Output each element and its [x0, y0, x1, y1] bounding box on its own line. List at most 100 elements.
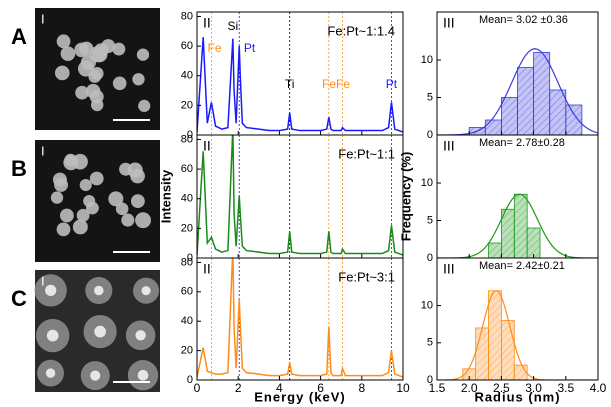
image-label: I [41, 273, 45, 288]
particle-core [45, 368, 56, 378]
y-tick-label: 0 [187, 252, 193, 264]
histogram-bar [513, 193, 528, 258]
y-tick-label: 80 [181, 256, 193, 268]
plot-area [197, 135, 403, 258]
particle [60, 46, 76, 61]
x-tick-label: 6 [317, 381, 324, 395]
y-tick-label: 10 [421, 54, 433, 66]
particle [79, 41, 94, 56]
y-tick-label: 10 [421, 300, 433, 312]
plot-area [437, 48, 598, 135]
y-tick-label: 60 [181, 286, 193, 298]
peak-label: Ti [285, 77, 295, 91]
panel-letter: B [11, 156, 27, 181]
histogram-bar [488, 242, 502, 258]
histogram-bar [500, 97, 518, 135]
annotation: Fe:Pt~1:1 [338, 146, 395, 161]
y-tick-label: 0 [187, 129, 193, 141]
particle [64, 153, 77, 167]
particle-core [46, 329, 59, 342]
particle [76, 208, 90, 222]
image-label: I [41, 11, 45, 26]
panel-frame [196, 257, 404, 381]
particle [56, 222, 71, 237]
particle [89, 171, 104, 186]
particle [121, 213, 135, 227]
y-tick-label: 10 [421, 177, 433, 189]
particle-core [94, 325, 106, 338]
peak-label: Pt [244, 41, 256, 55]
panel-label: II [203, 138, 211, 154]
particle [75, 85, 89, 100]
gaussian-fit [437, 48, 598, 135]
particle [54, 65, 70, 81]
particle [132, 73, 145, 86]
y-tick-label: 5 [427, 214, 433, 226]
plot-area [197, 258, 403, 380]
panel-label: II [203, 15, 211, 31]
y-tick-label: 20 [181, 222, 193, 234]
particle [91, 46, 108, 63]
particle-core [135, 330, 146, 341]
histogram-bar [513, 364, 528, 380]
x-tick-label: 1.5 [429, 381, 446, 395]
micrograph [35, 140, 160, 262]
panel-label: III [443, 261, 455, 277]
particle-core [90, 370, 101, 381]
x-tick-label: 10 [396, 381, 410, 395]
x-tick-label: 3.0 [525, 381, 542, 395]
particle [130, 194, 145, 209]
plot-area [197, 12, 403, 135]
histogram-bar [484, 119, 502, 135]
particle [135, 212, 151, 229]
x-axis-label: Radius (nm) [474, 389, 560, 404]
particle [115, 202, 129, 216]
plot-area [437, 290, 598, 380]
y-axis-label: Frequency (%) [398, 152, 413, 242]
y-axis-label: Intensity [158, 169, 173, 223]
particle [50, 191, 64, 204]
particle [79, 178, 92, 192]
y-tick-label: 40 [181, 315, 193, 327]
gaussian-fit [437, 290, 598, 380]
x-tick-label: 8 [358, 381, 365, 395]
particle [56, 34, 71, 49]
annotation: Mean= 2.42±0.21 [479, 260, 565, 272]
particle [83, 194, 96, 208]
spectrum-line [197, 258, 403, 378]
spectrum-line [197, 37, 403, 133]
y-tick-label: 80 [181, 133, 193, 145]
annotation: Fe:Pt~1:1.4 [327, 23, 395, 38]
histogram-bar [533, 52, 551, 135]
x-tick-label: 2 [235, 381, 242, 395]
particle-core [141, 286, 151, 296]
panel-label: III [443, 15, 455, 31]
panel-label: II [203, 261, 211, 277]
particle [136, 48, 150, 61]
y-tick-label: 20 [181, 99, 193, 111]
x-tick-label: 0 [194, 381, 201, 395]
histogram-bar [488, 290, 502, 380]
peak-label: Pt [386, 77, 398, 91]
x-tick-label: 3.5 [557, 381, 574, 395]
particle-core [45, 284, 57, 297]
particle [59, 208, 74, 223]
micrograph [34, 270, 160, 392]
y-tick-label: 60 [181, 40, 193, 52]
peak-label: Fe [208, 41, 222, 55]
plot-area [437, 193, 598, 258]
y-tick-label: 20 [181, 345, 193, 357]
image-label: I [41, 143, 45, 158]
particle [77, 60, 94, 77]
y-tick-label: 0 [187, 374, 193, 386]
x-tick-label: 2.0 [461, 381, 478, 395]
gaussian-fit [437, 193, 598, 258]
particle [72, 219, 88, 235]
particle [108, 191, 124, 207]
particle [138, 99, 151, 112]
y-tick-label: 80 [181, 10, 193, 22]
particle [127, 162, 143, 178]
panel-label: III [443, 138, 455, 154]
histogram-bar [500, 320, 515, 380]
